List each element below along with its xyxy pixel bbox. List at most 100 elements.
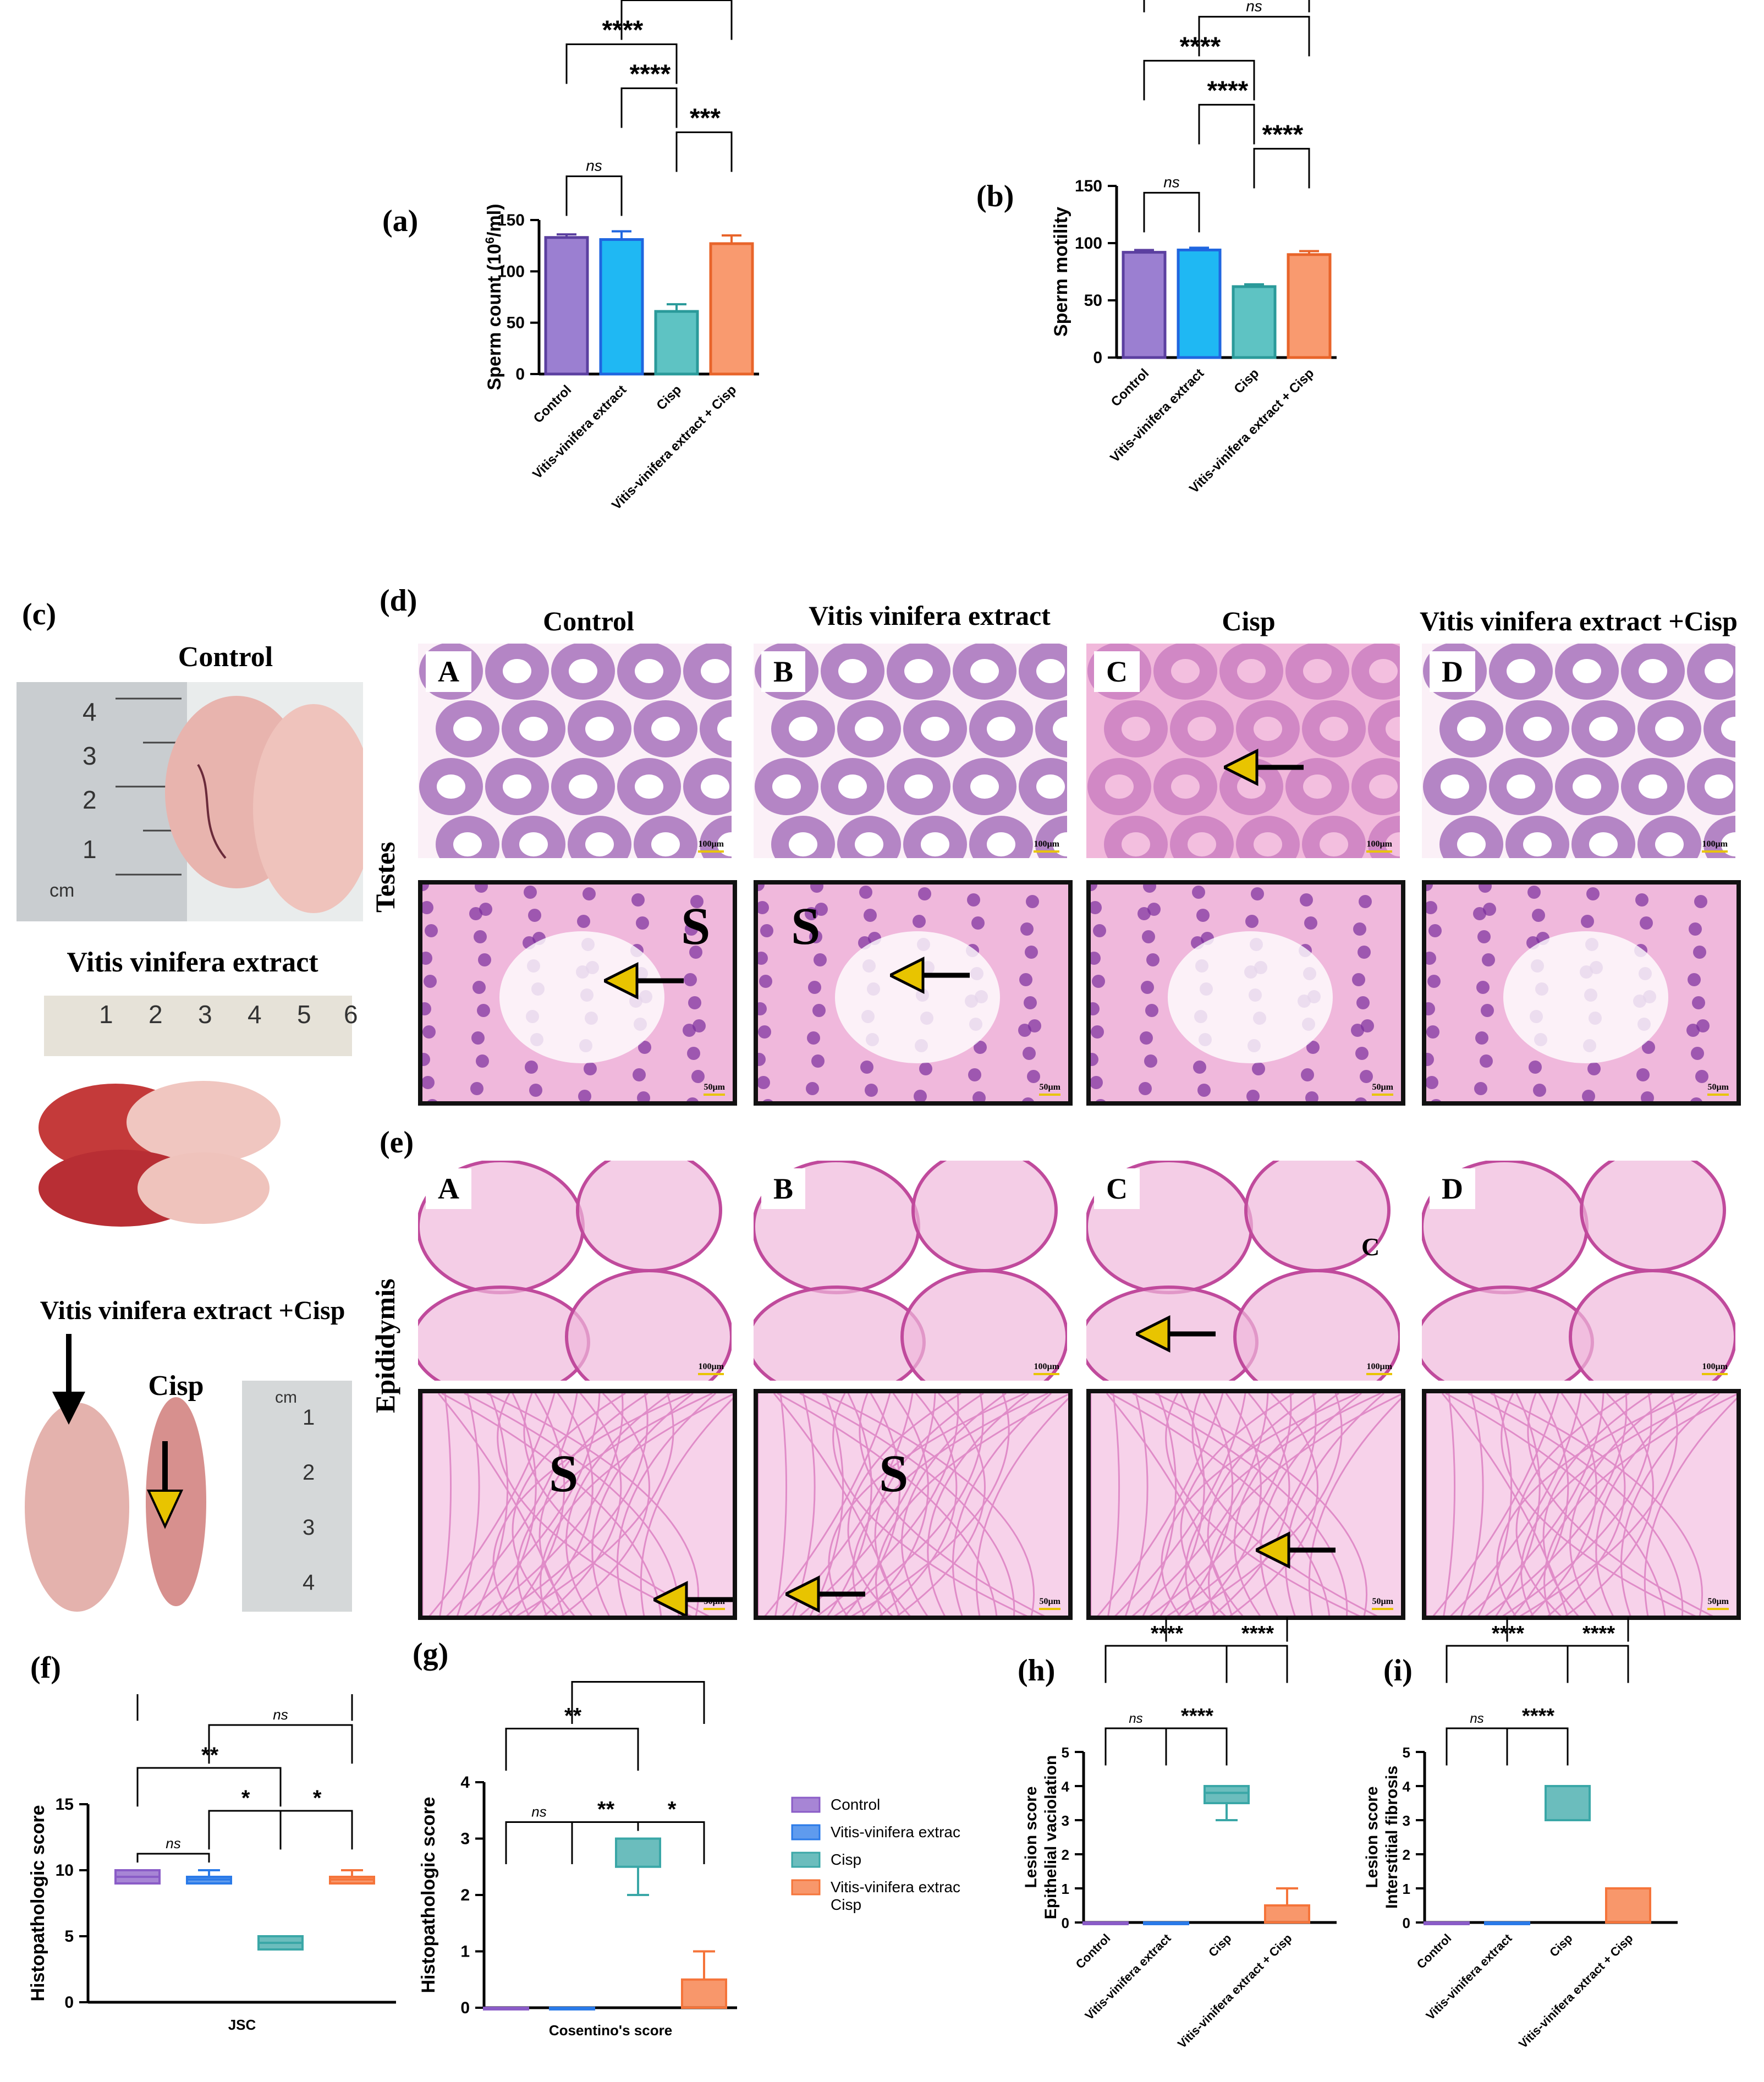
nucleus — [974, 1041, 987, 1054]
y-tick-label: 0 — [1062, 1915, 1069, 1931]
y-tick-label: 10 — [56, 1861, 74, 1880]
nucleus — [810, 885, 823, 893]
micrograph-testis-low-2: C 100µm — [1086, 644, 1400, 858]
arrow-marker — [1136, 1315, 1216, 1353]
nucleus — [1093, 924, 1106, 937]
photo-label-cisp: Cisp — [148, 1370, 204, 1402]
legend-swatch — [791, 1852, 821, 1868]
tubule-lumen — [519, 717, 548, 741]
nucleus — [1027, 1070, 1040, 1083]
nucleus — [914, 1090, 927, 1101]
ruler-mark: 1 — [83, 835, 97, 864]
nucleus — [1696, 1019, 1710, 1032]
tubule-lumen — [1507, 659, 1535, 683]
chart-epithelial-vaciolation: 0 1 2 3 4 5 Lesion score Epithelial vaciolation… — [1023, 1617, 1337, 2051]
nucleus — [1480, 1054, 1493, 1068]
panel-label-d: (d) — [380, 584, 417, 618]
micrograph-testis-high-2: 50µm — [1086, 880, 1405, 1106]
sperm-fiber — [859, 1393, 1045, 1616]
legend-label: Vitis-vinifera extrac — [831, 1823, 960, 1841]
scale-bar: 50µm — [1039, 1083, 1060, 1096]
bar — [599, 238, 644, 376]
significance-bracket — [136, 1853, 210, 1863]
nucleus — [807, 1031, 820, 1045]
ruler-mark: 2 — [303, 1460, 315, 1485]
y-tick-label: 1 — [460, 1943, 470, 1961]
arrow-head — [604, 962, 639, 1000]
tissue — [1091, 1393, 1401, 1616]
sperm-fiber — [437, 1393, 564, 1616]
significance-bracket — [620, 0, 733, 40]
significance-label: *** — [689, 104, 721, 133]
category-label: Cisp — [1206, 1931, 1234, 1959]
nucleus — [1353, 922, 1366, 936]
nucleus — [758, 901, 769, 914]
sperm-fiber — [1530, 1393, 1597, 1616]
nucleus — [809, 930, 822, 943]
epididymal-duct — [911, 1161, 1058, 1272]
nucleus — [525, 1061, 538, 1074]
panel-label-f: (f) — [30, 1651, 61, 1685]
tubule-lumen — [1507, 774, 1535, 799]
nucleus — [577, 915, 590, 928]
tubule-lumen — [921, 717, 949, 741]
arrow-marker — [1224, 748, 1304, 787]
significance-bracket — [1253, 147, 1310, 189]
lumen — [835, 931, 1000, 1063]
nucleus — [1586, 887, 1600, 900]
arrow-head — [890, 956, 925, 995]
arrow-marker — [653, 1580, 733, 1616]
significance-bracket — [279, 1810, 353, 1850]
tubule-lumen — [1457, 832, 1486, 856]
epididymal-duct — [1580, 1161, 1726, 1272]
tubule-lumen — [970, 774, 999, 799]
micrograph-testis-high-0: 50µm S — [418, 880, 737, 1106]
nucleus — [1192, 886, 1205, 899]
ruler-mark: 3 — [303, 1515, 315, 1540]
significance-bracket — [1143, 0, 1310, 13]
tubule-lumen — [855, 717, 883, 741]
tubule-lumen — [1589, 832, 1618, 856]
sperm-fiber — [822, 1393, 1035, 1616]
category-label: Cisp — [1231, 366, 1262, 397]
epididymal-duct — [1569, 1269, 1735, 1381]
significance-label: **** — [1240, 1622, 1274, 1645]
significance-bracket — [136, 1767, 282, 1807]
sperm-fiber — [1260, 1393, 1362, 1616]
tubule-lumen — [904, 774, 933, 799]
nucleus — [631, 893, 645, 907]
y-axis-label: Histopathologic score — [418, 1797, 439, 1993]
nucleus — [1581, 915, 1594, 928]
nucleus — [1143, 885, 1156, 893]
tubule-lumen — [1639, 774, 1667, 799]
micrograph-epi-low-1: B 100µm — [754, 1161, 1067, 1381]
tubule-lumen — [635, 774, 663, 799]
sperm-fiber — [616, 1393, 716, 1616]
photo-control-testis: 4 3 2 1 cm — [17, 682, 363, 921]
testis-combo — [25, 1403, 129, 1612]
sperm-fiber — [491, 1393, 537, 1616]
sperm-fiber — [508, 1393, 565, 1616]
micrograph-tissue — [758, 885, 1068, 1101]
significance-label: ns — [630, 1678, 645, 1680]
ruler-mark: 1 — [99, 1000, 113, 1029]
nucleus — [758, 952, 768, 965]
micrograph-epi-low-3: D 100µm — [1422, 1161, 1735, 1381]
photo-label-control: Control — [178, 641, 273, 673]
tubule-lumen — [1441, 774, 1469, 799]
nucleus — [972, 1091, 986, 1101]
significance-bracket — [505, 1821, 573, 1864]
panel-label-g: (g) — [413, 1637, 449, 1671]
ruler-mark: 3 — [198, 1000, 212, 1029]
ruler-mark: 5 — [297, 1000, 311, 1029]
tubule-lumen — [519, 832, 548, 856]
tubule-lumen — [1523, 717, 1552, 741]
significance-label: **** — [1491, 1622, 1524, 1645]
sperm-fiber — [474, 1393, 509, 1616]
y-tick-label: 100 — [497, 262, 525, 281]
sperm-fiber — [847, 1393, 961, 1616]
significance-label: **** — [601, 16, 644, 45]
sperm-fiber — [492, 1393, 690, 1616]
sperm-fiber — [774, 1393, 788, 1616]
micrograph-tissue — [758, 1393, 1068, 1616]
